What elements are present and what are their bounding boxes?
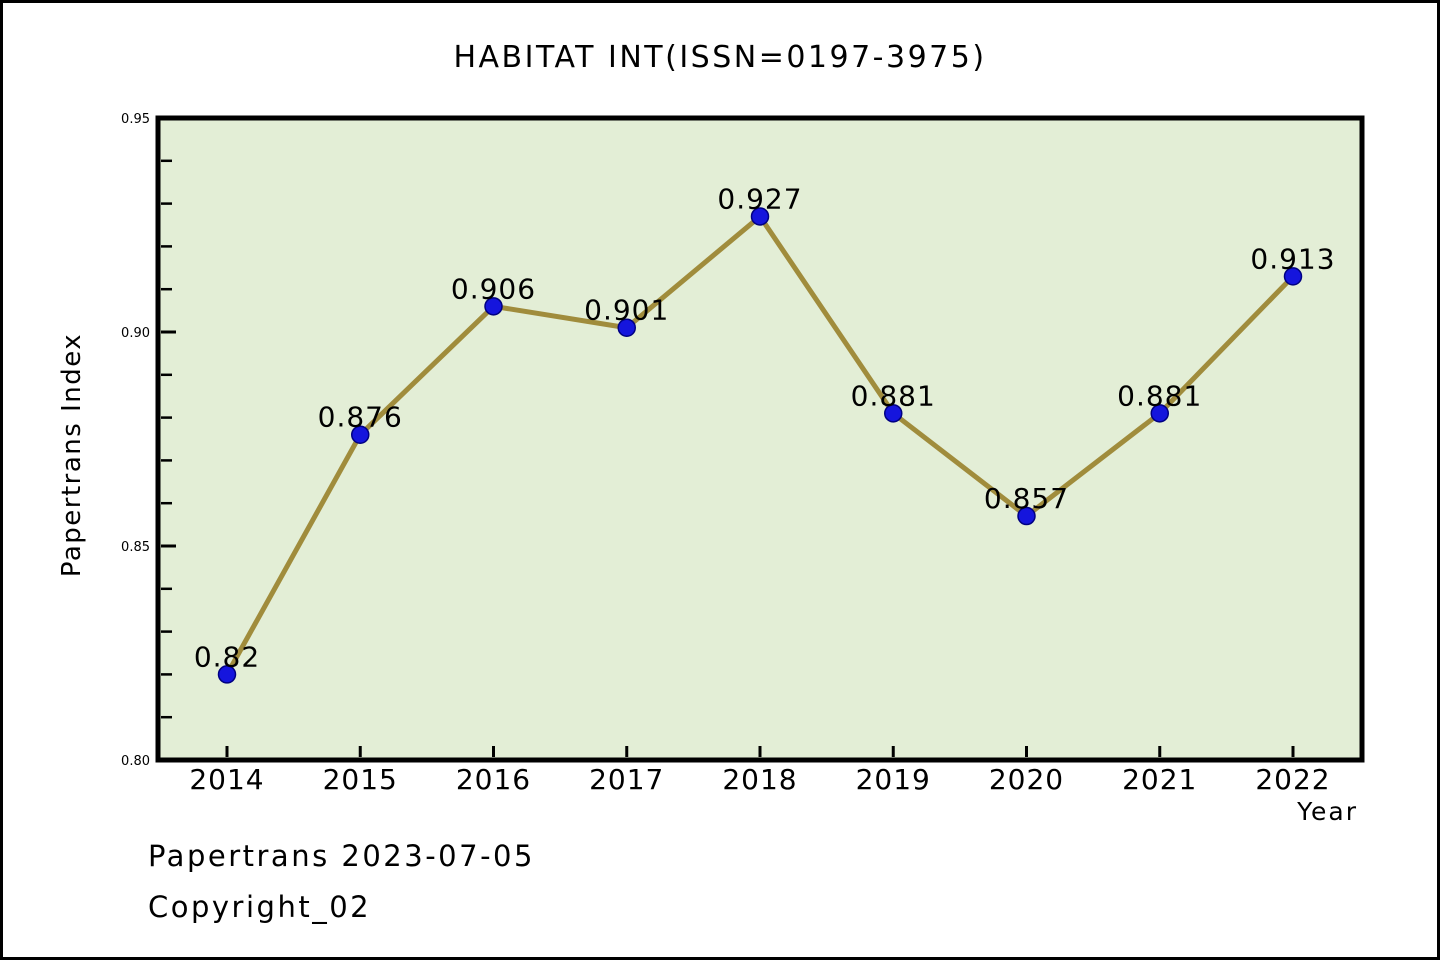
data-point-label: 0.927 — [717, 182, 802, 215]
data-point — [884, 404, 903, 423]
data-point — [617, 318, 636, 337]
y-axis-ticks — [161, 116, 176, 762]
y-axis-tick-labels: 0.80 0.85 0.90 0.95 — [121, 112, 150, 769]
y-axis-label: Papertrans Index — [57, 333, 87, 577]
data-point-labels: 0.82 0.876 0.906 0.901 0.927 0.881 0.857 0.881 0… — [194, 182, 1335, 673]
x-tick-label: 2015 — [323, 763, 398, 796]
y-tick-label: 0.90 — [121, 326, 150, 341]
data-point-label: 0.881 — [851, 379, 936, 412]
data-point-label: 0.881 — [1117, 379, 1202, 412]
data-point-label: 0.901 — [584, 294, 669, 327]
data-point-label: 0.906 — [451, 272, 536, 305]
x-axis-ticks — [225, 746, 1295, 757]
data-point — [1283, 267, 1303, 286]
data-point-label: 0.913 — [1250, 242, 1335, 275]
x-tick-label: 2016 — [456, 763, 531, 796]
x-tick-label: 2017 — [589, 763, 664, 796]
y-tick-label: 0.80 — [121, 754, 150, 769]
data-point — [351, 425, 370, 444]
y-tick-label: 0.85 — [121, 540, 150, 555]
footer-papertrans-date: Papertrans 2023-07-05 — [148, 839, 535, 873]
data-point — [1017, 506, 1036, 526]
x-tick-label: 2014 — [189, 763, 264, 796]
data-point-label: 0.876 — [318, 401, 403, 434]
x-tick-label: 2018 — [722, 763, 797, 796]
chart-title: HABITAT INT(ISSN=0197-3975) — [453, 40, 986, 75]
data-point-label: 0.857 — [984, 482, 1069, 515]
x-tick-label: 2021 — [1122, 763, 1197, 796]
data-point — [750, 207, 770, 226]
x-tick-label: 2020 — [989, 763, 1064, 796]
x-tick-label: 2022 — [1255, 763, 1330, 796]
x-axis-label: Year — [1296, 797, 1358, 826]
y-tick-label: 0.95 — [121, 112, 150, 127]
data-points — [217, 207, 1303, 684]
data-point — [217, 665, 237, 684]
footer-copyright: Copyright_02 — [148, 890, 371, 924]
data-point-label: 0.82 — [194, 640, 260, 673]
data-point — [484, 297, 503, 316]
x-axis-tick-labels: 2014 2015 2016 2017 2018 2019 2020 2021 2022 — [189, 763, 1330, 796]
data-point — [1150, 404, 1169, 423]
x-tick-label: 2019 — [856, 763, 931, 796]
